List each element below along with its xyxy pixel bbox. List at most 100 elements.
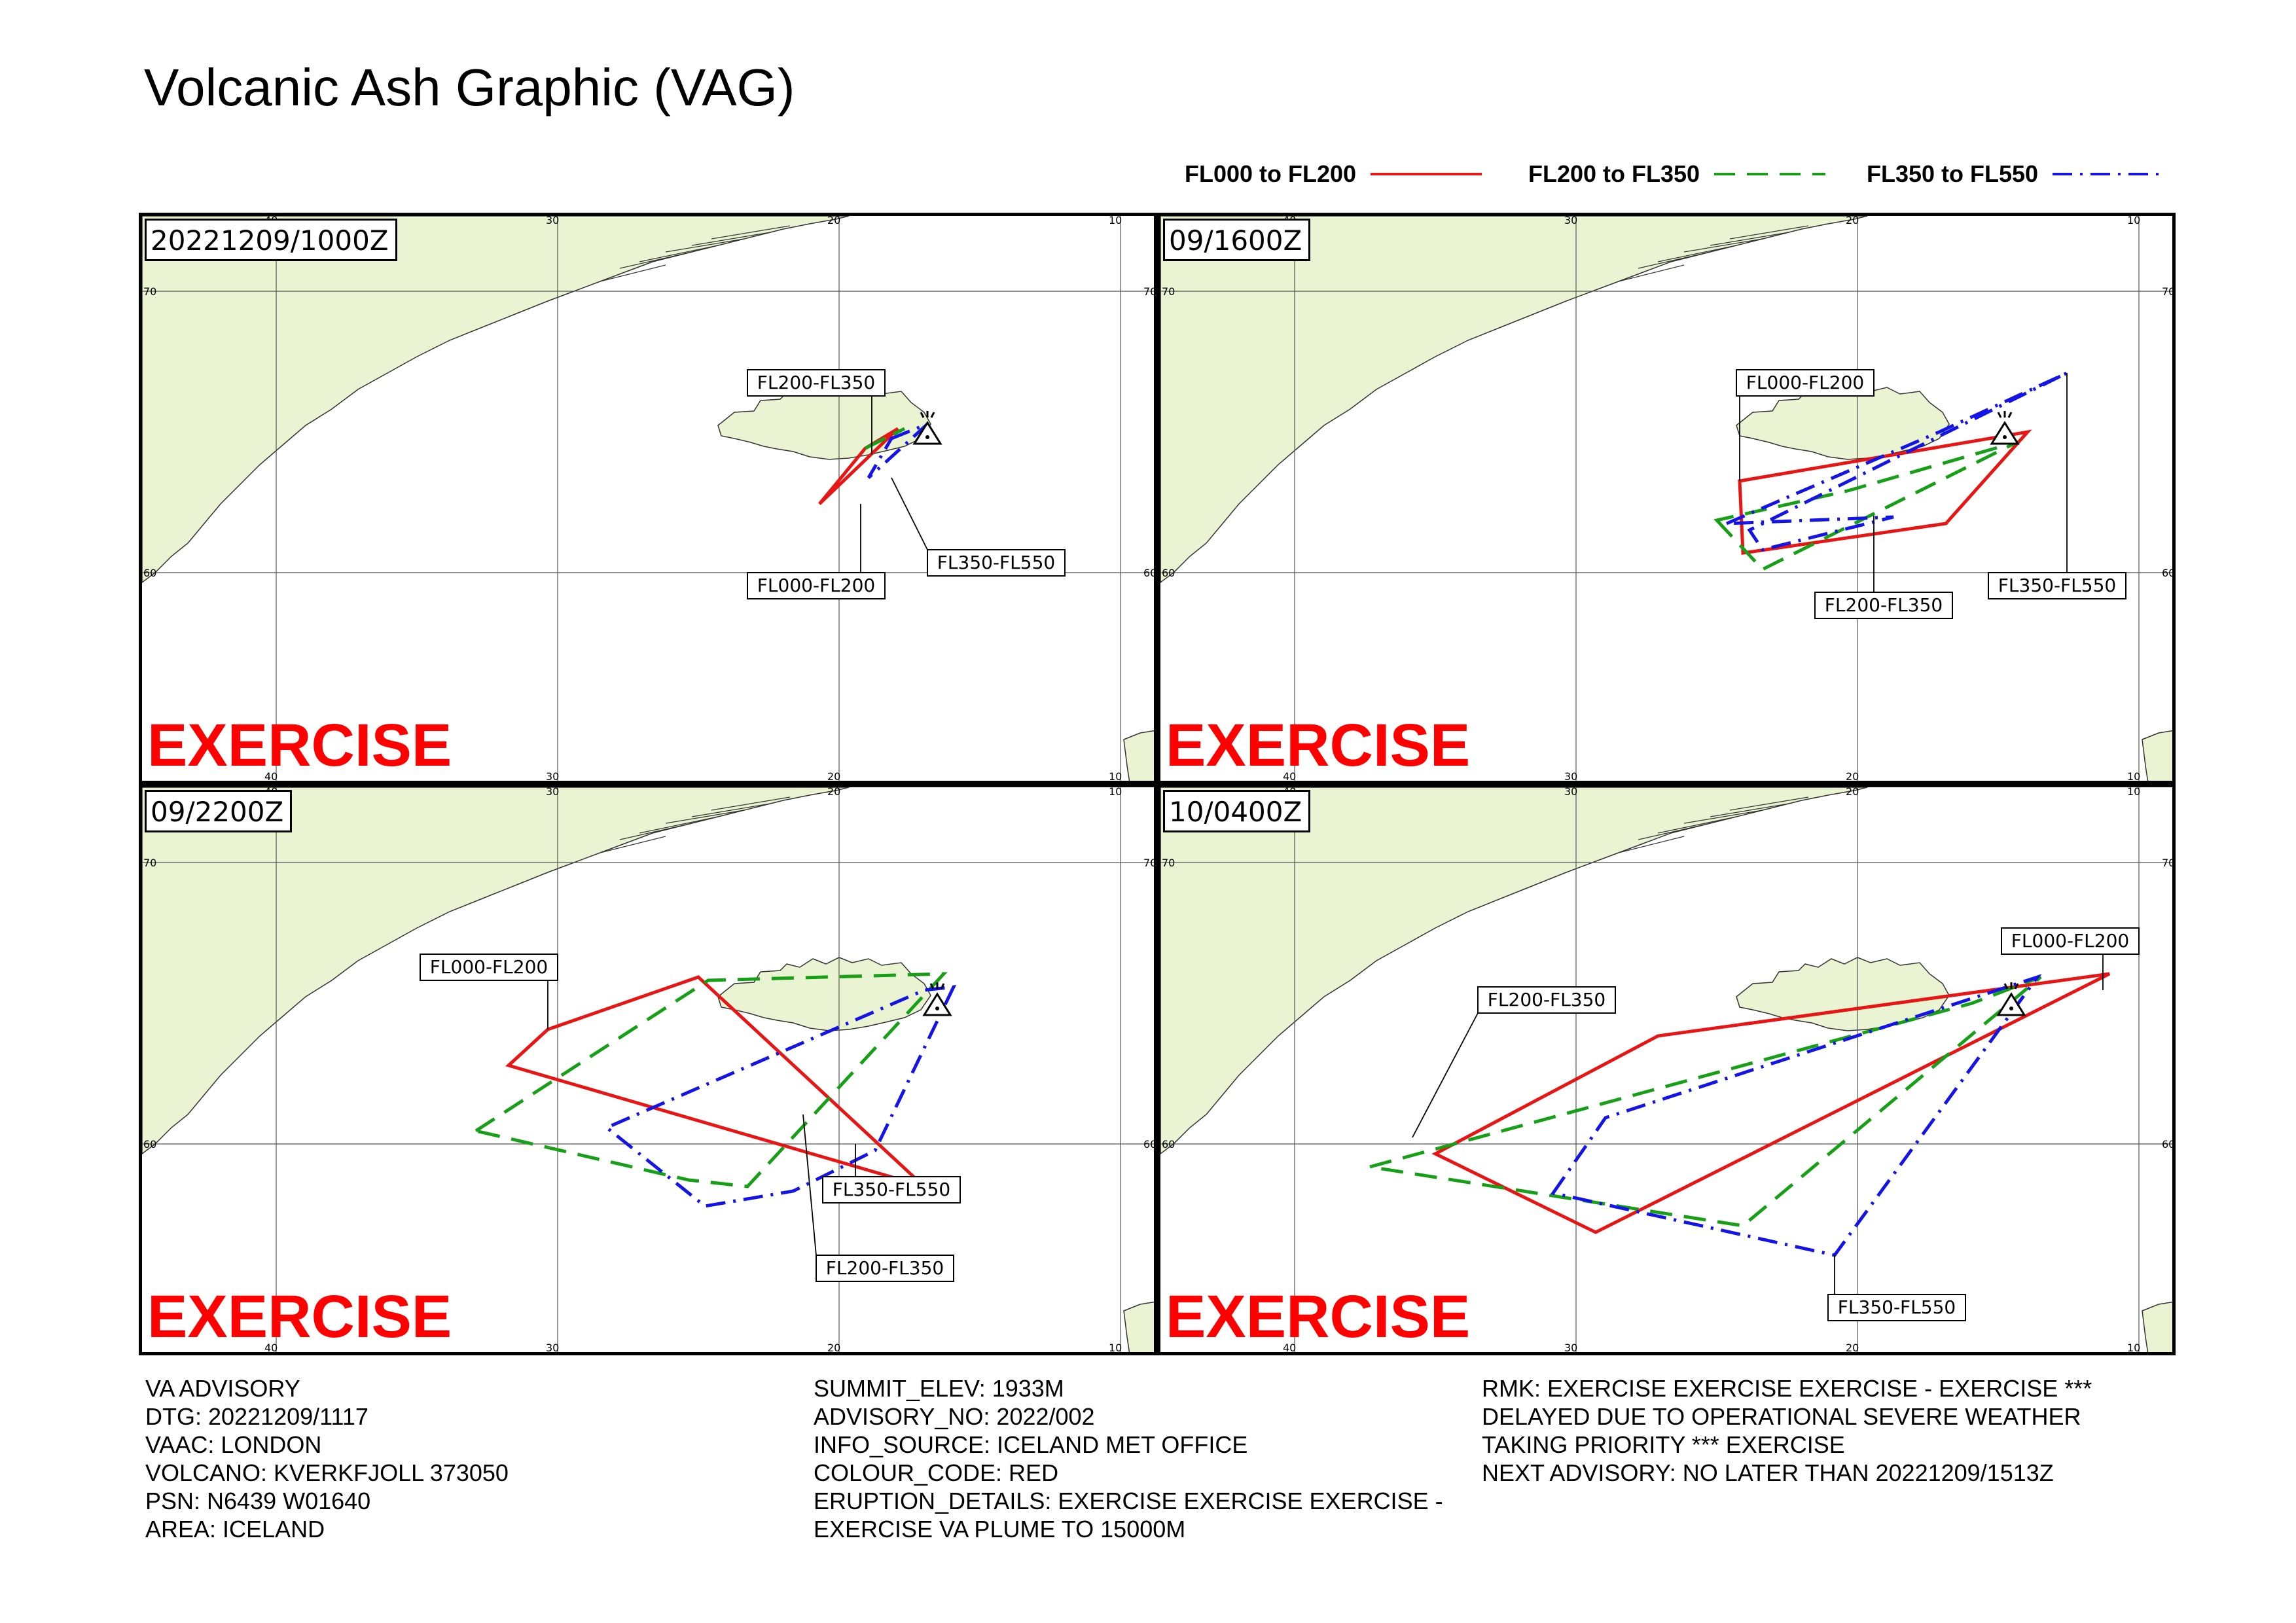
meridian-label-bottom: 30 [1564, 1342, 1577, 1354]
exercise-watermark: EXERCISE [147, 712, 452, 779]
iceland-coast [1736, 957, 1950, 1031]
level-label-box [420, 954, 558, 981]
parallel-label-left: 60 [143, 1138, 156, 1150]
fjord-line [619, 251, 692, 269]
volcano-ray [930, 412, 935, 418]
parallel-label-left: 60 [1162, 1138, 1175, 1150]
scotland-coast [2142, 1301, 2172, 1352]
level-label-box [1988, 572, 2126, 599]
advisory-line: TAKING PRIORITY *** EXERCISE [1482, 1431, 1845, 1458]
fjord-line [1618, 264, 1685, 282]
volcano-triangle [1996, 992, 2026, 1016]
advisory-line: PSN: N6439 W01640 [145, 1488, 371, 1514]
map-panel-3: 404030302020101070706060FL000-FL200FL350… [139, 784, 1157, 1355]
label-leader-line [891, 477, 928, 550]
meridian-label-top: 10 [2127, 787, 2140, 798]
legend-label: FL200 to FL350 [1528, 160, 1700, 187]
meridian-label-bottom: 40 [1283, 770, 1296, 783]
label-leader-line [1412, 1012, 1479, 1138]
advisory-line: ERUPTION_DETAILS: EXERCISE EXERCISE EXER… [814, 1488, 1443, 1514]
greenland-fjords [1618, 225, 1809, 282]
legend-label: FL350 to FL550 [1867, 160, 2039, 187]
meridian-label-bottom: 30 [546, 770, 559, 783]
exercise-watermark: EXERCISE [147, 1283, 452, 1350]
fjord-line [691, 232, 771, 246]
level-label-text: FL000-FL200 [2011, 930, 2129, 952]
parallel-label-right: 70 [2162, 285, 2175, 298]
panel-time-label: 09/2200Z [145, 790, 293, 832]
parallel-label-left: 70 [1162, 857, 1175, 869]
volcano-triangle-icon [912, 411, 942, 445]
meridian-label-bottom: 20 [1846, 1342, 1859, 1354]
level-label-box [2001, 927, 2140, 955]
greenland-fjords [600, 796, 791, 853]
advisory-line: EXERCISE VA PLUME TO 15000M [814, 1516, 1186, 1543]
parallel-label-right: 60 [1143, 567, 1157, 579]
meridian-label-bottom: 10 [1109, 1342, 1122, 1354]
ash-area-fl200-fl350 [864, 427, 906, 450]
level-label-box [1736, 369, 1874, 397]
legend-dashed-line-icon [1714, 173, 1826, 175]
level-label-text: FL350-FL550 [1838, 1296, 1956, 1318]
fjord-line [1683, 810, 1763, 824]
ash-area-fl200-fl350 [1713, 440, 2019, 572]
level-label-box [747, 572, 886, 599]
fjord-line [1729, 796, 1809, 811]
ash-area-fl200-fl350 [1369, 975, 2042, 1228]
fjord-line [665, 238, 745, 253]
advisory-line: VOLCANO: KVERKFJOLL 373050 [145, 1459, 509, 1486]
panel-time-label: 20221209/1000Z [145, 219, 397, 261]
level-label-text: FL350-FL550 [833, 1179, 950, 1200]
page-title: Volcanic Ash Graphic (VAG) [144, 58, 795, 116]
meridian-label-top: 30 [1564, 216, 1577, 226]
greenland-coast [142, 787, 850, 1154]
volcano-ray [929, 983, 935, 990]
level-label-box [747, 369, 886, 397]
fjord-line [600, 264, 666, 282]
advisory-line: NEXT ADVISORY: NO LATER THAN 20221209/15… [1482, 1459, 2054, 1486]
map-canvas: 404030302020101070706060FL000-FL200FL200… [1160, 216, 2175, 783]
legend-solid-line-icon [1371, 173, 1482, 175]
iceland-coast [717, 957, 931, 1031]
advisory-line: ADVISORY_NO: 2022/002 [814, 1403, 1095, 1430]
volcano-ray [2007, 412, 2013, 418]
fjord-line [711, 796, 791, 811]
legend-label: FL000 to FL200 [1185, 160, 1357, 187]
volcano-ray [940, 983, 945, 990]
meridian-label-bottom: 30 [1564, 770, 1577, 783]
meridian-label-top: 20 [1846, 787, 1859, 798]
parallel-label-left: 70 [143, 857, 156, 869]
level-label-box [927, 549, 1066, 577]
meridian-label-bottom: 20 [827, 770, 840, 783]
parallel-label-right: 60 [2162, 567, 2175, 579]
meridian-label-bottom: 30 [546, 1342, 559, 1354]
meridian-label-top: 20 [827, 787, 840, 798]
greenland-fjords [1618, 796, 1809, 853]
level-label-text: FL350-FL550 [1998, 575, 2116, 596]
legend-item-fl000-fl200: FL000 to FL200 [1185, 160, 1482, 188]
greenland-coast [142, 216, 850, 583]
advisory-line: SUMMIT_ELEV: 1933M [814, 1375, 1064, 1402]
meridian-label-top: 10 [1109, 216, 1122, 226]
advisory-line: RMK: EXERCISE EXERCISE EXERCISE - EXERCI… [1482, 1375, 2092, 1402]
volcano-triangle [1990, 421, 2020, 445]
scotland-coast [2142, 730, 2172, 781]
meridian-label-bottom: 10 [2127, 770, 2140, 783]
advisory-line: DTG: 20221209/1117 [145, 1403, 368, 1430]
parallel-label-left: 60 [143, 567, 156, 579]
volcano-ray [1997, 412, 2002, 418]
meridian-label-bottom: 40 [264, 770, 278, 783]
volcano-triangle-icon [922, 982, 952, 1016]
meridian-label-bottom: 40 [1283, 1342, 1296, 1354]
volcano-dot [935, 1007, 939, 1010]
fjord-line [1683, 238, 1763, 253]
ash-area-fl350-fl550 [1726, 371, 2068, 552]
advisory-line: AREA: ICELAND [145, 1516, 325, 1543]
ash-area-fl350-fl550 [1550, 974, 2042, 1257]
level-label-box [816, 1255, 954, 1282]
volcano-ray [2014, 983, 2019, 990]
greenland-coast [1160, 216, 1868, 583]
scotland-coast [1123, 730, 1154, 781]
fjord-line [1638, 823, 1711, 840]
volcano-ray [2003, 983, 2009, 990]
